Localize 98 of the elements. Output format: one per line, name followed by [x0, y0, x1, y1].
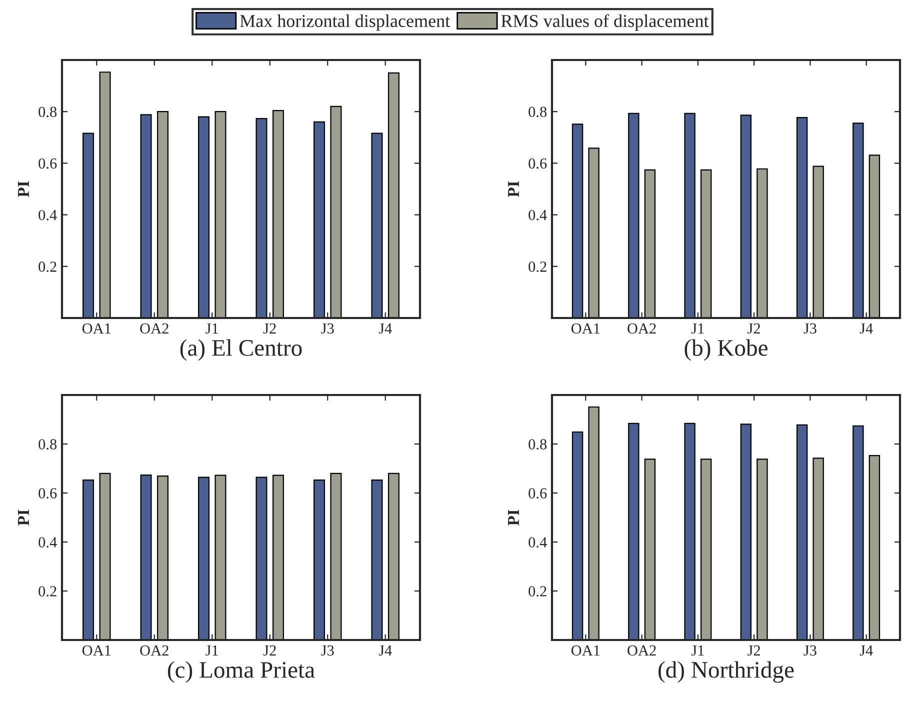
bar	[198, 476, 210, 640]
bar	[588, 406, 600, 640]
x-tick-label: J1	[691, 323, 704, 334]
x-tick-label: J2	[748, 323, 760, 334]
y-tick-label: 0.8	[528, 106, 547, 118]
y-tick-label: 0.8	[528, 439, 547, 450]
x-tick-label: J3	[321, 645, 334, 656]
x-tick-label: OA2	[628, 323, 656, 334]
y-tick-label: 0.6	[38, 158, 57, 169]
y-tick-label: 0.6	[528, 488, 547, 499]
y-tick-label: 0.8	[38, 439, 57, 450]
bar	[371, 132, 383, 318]
y-tick-label: 0.2	[528, 586, 546, 597]
y-tick-label: 0.4	[38, 537, 57, 548]
x-tick-label: OA1	[82, 323, 111, 334]
x-tick-label: J4	[860, 323, 873, 334]
bar	[313, 479, 325, 640]
text: (a) El Centro	[180, 339, 302, 361]
y-axis-title: PI	[508, 181, 519, 198]
bar	[198, 116, 210, 318]
bar	[628, 422, 640, 640]
bar	[388, 72, 400, 318]
text: (c) Loma Prieta	[168, 661, 315, 683]
bar	[868, 154, 880, 318]
bar	[256, 118, 268, 318]
x-tick-label: OA2	[628, 645, 656, 656]
bar	[700, 458, 712, 640]
x-tick-label: J1	[691, 645, 704, 656]
bar	[99, 72, 111, 318]
legend-label: Max horizontal displacement	[240, 14, 450, 31]
y-axis-title: PI	[508, 510, 519, 526]
bar	[272, 474, 284, 640]
bar	[157, 111, 169, 318]
bar	[388, 472, 400, 640]
bar	[868, 454, 880, 640]
bar	[700, 169, 712, 318]
bar	[628, 112, 640, 318]
legend-label: RMS values of displacement	[501, 14, 709, 31]
bar	[796, 116, 808, 318]
bar	[644, 458, 656, 640]
bar	[684, 112, 696, 318]
y-axis-title: PI	[18, 181, 29, 198]
y-tick-label: 0.6	[38, 488, 57, 499]
bar	[756, 168, 768, 318]
x-tick-label: J2	[748, 645, 760, 656]
bar	[740, 114, 752, 318]
bar	[82, 479, 94, 640]
bar	[214, 474, 226, 640]
x-tick-label: J3	[804, 645, 816, 656]
y-tick-label: 0.8	[38, 106, 57, 118]
bar	[588, 148, 600, 318]
y-tick-label: 0.4	[528, 210, 547, 220]
y-tick-label: 0.4	[38, 210, 57, 220]
y-axis-title: PI	[18, 510, 29, 526]
x-tick-label: J2	[263, 645, 276, 656]
bar	[82, 132, 94, 318]
y-tick-label: 0.2	[38, 262, 56, 272]
bar	[371, 479, 383, 640]
x-tick-label: J4	[378, 323, 392, 334]
bar	[313, 121, 325, 318]
bar	[812, 166, 824, 318]
bar	[756, 458, 768, 640]
bar	[99, 472, 111, 640]
bar	[140, 114, 152, 318]
y-tick-label: 0.4	[528, 537, 547, 548]
x-tick-label: J3	[321, 323, 334, 334]
x-tick-label: J1	[206, 645, 218, 656]
y-tick-label: 0.2	[38, 586, 56, 597]
x-tick-label: J4	[378, 645, 392, 656]
x-tick-label: OA1	[82, 645, 111, 656]
x-tick-label: J4	[860, 645, 873, 656]
text: (b) Kobe	[684, 339, 768, 361]
y-tick-label: 0.6	[528, 158, 547, 169]
x-tick-label: OA2	[140, 323, 168, 334]
x-tick-label: OA1	[571, 323, 600, 334]
bar	[812, 458, 824, 640]
bar	[740, 424, 752, 640]
x-tick-label: J3	[804, 323, 816, 334]
bar	[272, 110, 284, 318]
bar	[256, 476, 268, 640]
y-tick-label: 0.2	[528, 262, 546, 272]
bar	[330, 106, 342, 318]
bar	[644, 169, 656, 318]
bar	[572, 124, 584, 318]
x-tick-label: OA1	[571, 645, 600, 656]
x-tick-label: J1	[206, 323, 218, 334]
x-tick-label: OA2	[140, 645, 168, 656]
bar	[140, 474, 152, 640]
bar	[157, 476, 169, 640]
bar	[852, 425, 864, 640]
bar	[330, 472, 342, 640]
bar	[214, 111, 226, 318]
bar	[796, 424, 808, 640]
bar	[572, 431, 584, 640]
bar	[852, 122, 864, 318]
bar	[684, 422, 696, 640]
text: (d) Northridge	[658, 661, 794, 683]
x-tick-label: J2	[263, 323, 276, 334]
